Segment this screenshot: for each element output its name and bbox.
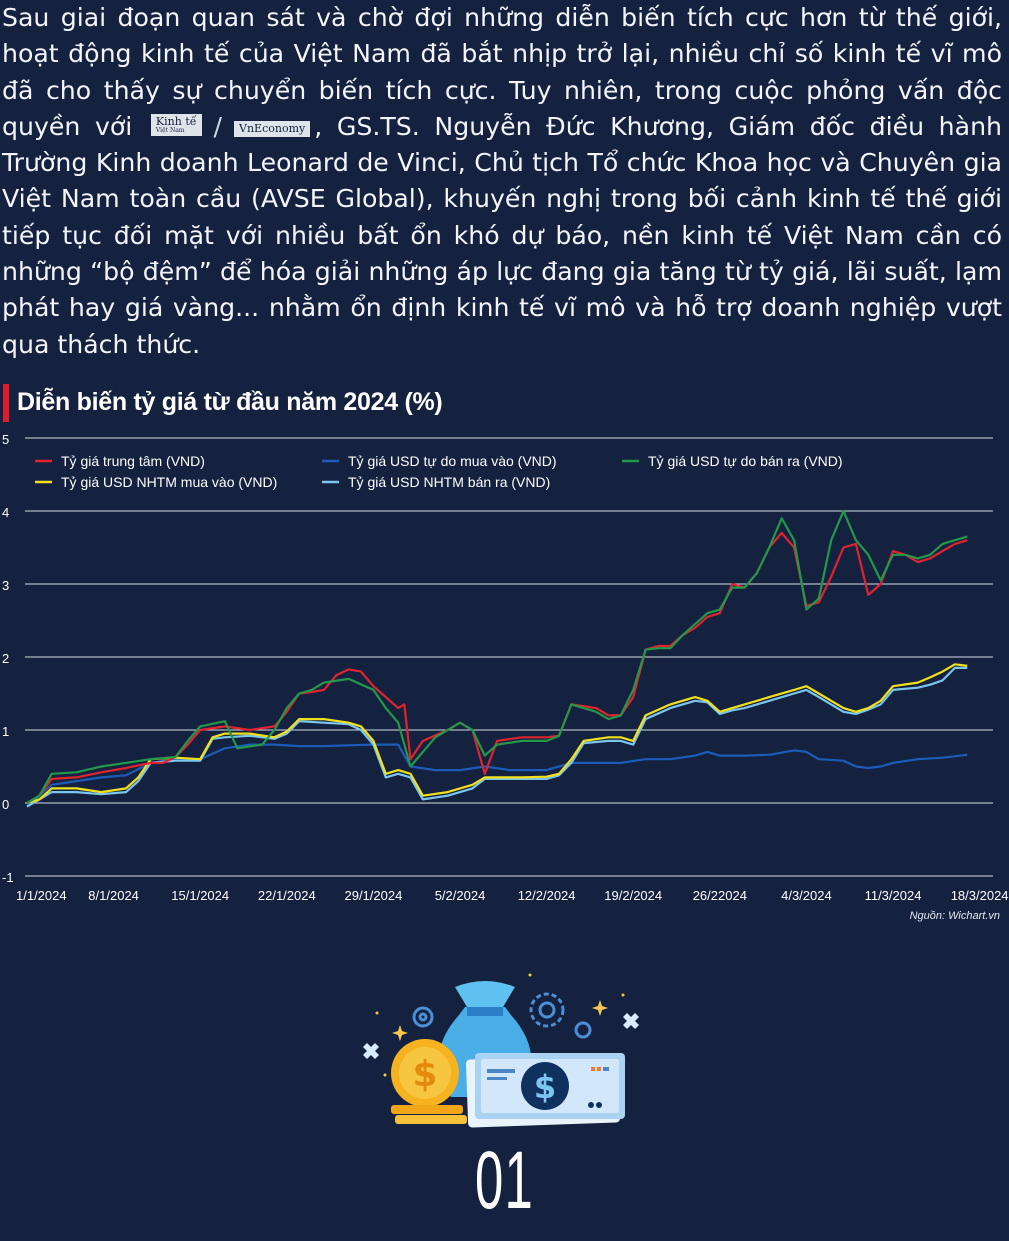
sparkle-icon: [375, 973, 625, 1077]
series-line-2: [26, 509, 968, 804]
x-tick-label: 19/2/2024: [604, 888, 662, 903]
series-line-4: [26, 666, 968, 808]
x-tick-label: 5/2/2024: [435, 888, 486, 903]
svg-text:$: $: [412, 1054, 437, 1095]
exchange-rate-line-chart: 5 4 3 2 1 0 -1 1/1/2024 8/1/2024 15/1/2024 22/1/2…: [2, 432, 1009, 903]
x-tick-label: 22/1/2024: [258, 888, 316, 903]
kinh-te-logo-text: Kinh tế: [155, 114, 197, 128]
y-tick-label: 5: [2, 432, 9, 447]
intro-text-part2: , GS.TS. Nguyễn Đức Khương, Giám đốc điề…: [2, 111, 1002, 359]
legend-label[interactable]: Tỷ giá USD tự do mua vào (VND): [348, 453, 557, 469]
y-tick-label: 1: [2, 724, 9, 739]
kinh-te-viet-nam-logo[interactable]: Kinh tế Việt Nam: [150, 113, 202, 136]
x-cross-icon: [363, 1013, 639, 1059]
legend-label[interactable]: Tỷ giá USD NHTM bán ra (VND): [348, 474, 550, 490]
dollar-coin-icon: $: [391, 1039, 467, 1124]
chart-legend: Tỷ giá trung tâm (VND) Tỷ giá USD tự do m…: [35, 453, 843, 490]
x-tick-label: 15/1/2024: [171, 888, 229, 903]
x-tick-label: 8/1/2024: [88, 888, 139, 903]
y-tick-label: 0: [2, 797, 9, 812]
chart-series: [26, 509, 968, 808]
y-tick-label: 2: [2, 651, 9, 666]
chart-title: Diễn biến tỷ giá từ đầu năm 2024 (%): [17, 388, 443, 416]
x-tick-label: 4/3/2024: [781, 888, 832, 903]
legend-label[interactable]: Tỷ giá USD NHTM mua vào (VND): [61, 474, 277, 490]
chart-gridlines: [25, 437, 993, 877]
y-tick-label: 3: [2, 578, 9, 593]
kinh-te-logo-subtext: Việt Nam: [155, 126, 185, 134]
banknote-icon: $: [465, 1053, 625, 1128]
svg-text:$: $: [534, 1068, 556, 1106]
x-tick-label: 18/3/2024: [951, 888, 1009, 903]
x-tick-label: 1/1/2024: [16, 888, 67, 903]
intro-text-part1: Sau giai đoạn quan sát và chờ đợi những …: [2, 3, 1002, 141]
chart-title-accent-bar: [3, 384, 9, 422]
y-tick-label: -1: [2, 870, 14, 885]
series-line-0: [26, 531, 968, 804]
legend-label[interactable]: Tỷ giá trung tâm (VND): [61, 453, 205, 469]
vneconomy-logo[interactable]: VnEconomy: [234, 120, 311, 137]
section-number: 01: [474, 1135, 535, 1226]
legend-label[interactable]: Tỷ giá USD tự do bán ra (VND): [648, 453, 843, 469]
chart-x-axis: 1/1/2024 8/1/2024 15/1/2024 22/1/2024 29/1/2…: [16, 888, 1009, 903]
gear-icon: [412, 992, 592, 1039]
x-tick-label: 29/1/2024: [344, 888, 402, 903]
publication-separator: /: [213, 111, 223, 141]
money-bag-coins-banknote-illustration: $ $: [363, 973, 639, 1128]
chart-y-axis: 5 4 3 2 1 0 -1: [2, 432, 14, 885]
chart-source-note: Nguồn: Wichart.vn: [909, 910, 1000, 922]
x-tick-label: 12/2/2024: [518, 888, 576, 903]
intro-paragraph: Sau giai đoạn quan sát và chờ đợi những …: [2, 0, 1002, 363]
x-tick-label: 26/22024: [693, 888, 747, 903]
series-line-1: [26, 743, 968, 808]
x-tick-label: 11/3/2024: [865, 888, 922, 903]
y-tick-label: 4: [2, 505, 9, 520]
series-line-3: [26, 663, 968, 805]
